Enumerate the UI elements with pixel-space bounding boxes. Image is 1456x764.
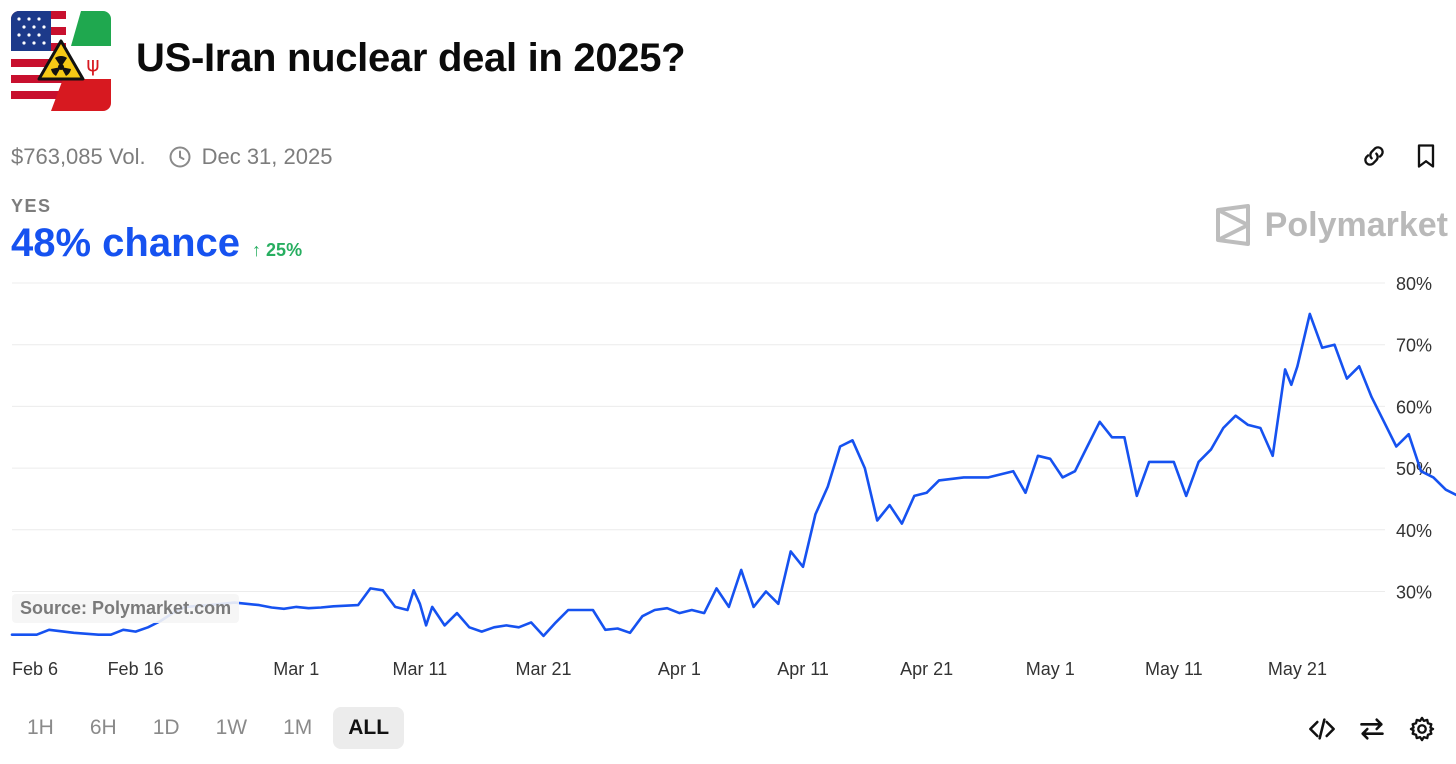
market-title: US-Iran nuclear deal in 2025?: [136, 36, 686, 80]
range-1w[interactable]: 1W: [201, 707, 263, 749]
x-tick-label: Apr 11: [777, 659, 829, 679]
swap-icon[interactable]: [1358, 715, 1386, 743]
change-badge: ↑ 25%: [252, 240, 302, 261]
arrow-up-icon: ↑: [252, 240, 262, 260]
range-1h[interactable]: 1H: [12, 707, 69, 749]
x-tick-label: Mar 1: [273, 659, 319, 679]
y-tick-label: 70%: [1396, 336, 1432, 356]
price-chart: 30% 40% 50% 60% 70% 80% Feb 6 Feb 16 Mar 1 Mar 11…: [10, 274, 1456, 679]
x-tick-label: Apr 1: [658, 659, 701, 679]
market-meta: $763,085 Vol. Dec 31, 2025: [11, 144, 332, 170]
change-value: 25%: [266, 240, 303, 260]
svg-text:ψ: ψ: [86, 52, 99, 76]
y-tick-label: 30%: [1396, 583, 1432, 603]
volume-label: $763,085 Vol.: [11, 144, 146, 169]
bookmark-icon[interactable]: [1412, 142, 1440, 170]
end-date-label: Dec 31, 2025: [201, 144, 333, 169]
market-flag-icon: ψ: [11, 11, 111, 111]
time-range-selector: 1H 6H 1D 1W 1M ALL: [12, 707, 405, 749]
x-tick-label: Feb 16: [108, 659, 164, 679]
outcome-label: YES: [11, 196, 52, 216]
series-line: [10, 312, 1456, 638]
x-tick-label: May 1: [1026, 659, 1075, 679]
polymarket-logo-icon: [1215, 204, 1250, 246]
x-tick-label: May 21: [1268, 659, 1327, 679]
chance-value: 48% chance: [11, 221, 241, 265]
brand-watermark: Polymarket: [1215, 204, 1448, 246]
embed-icon[interactable]: [1308, 715, 1336, 743]
clock-icon: [169, 146, 191, 168]
link-icon[interactable]: [1360, 142, 1388, 170]
brand-name: Polymarket: [1264, 205, 1448, 244]
chance-row: 48% chance ↑ 25%: [11, 221, 302, 266]
range-1d[interactable]: 1D: [138, 707, 195, 749]
top-actions: [1360, 142, 1440, 170]
source-label: Source: Polymarket.com: [12, 594, 240, 623]
y-tick-label: 50%: [1396, 459, 1432, 479]
chart-actions: [1308, 715, 1436, 743]
y-tick-label: 80%: [1396, 274, 1432, 294]
x-tick-label: Mar 21: [515, 659, 571, 679]
x-tick-label: May 11: [1145, 659, 1203, 679]
range-1m[interactable]: 1M: [268, 707, 327, 749]
y-tick-label: 40%: [1396, 521, 1432, 541]
y-tick-label: 60%: [1396, 397, 1432, 417]
gear-icon[interactable]: [1408, 715, 1436, 743]
range-all[interactable]: ALL: [333, 707, 405, 749]
x-tick-label: Feb 6: [12, 659, 58, 679]
x-tick-label: Apr 21: [900, 659, 953, 679]
range-6h[interactable]: 6H: [75, 707, 132, 749]
x-tick-label: Mar 11: [393, 659, 448, 679]
